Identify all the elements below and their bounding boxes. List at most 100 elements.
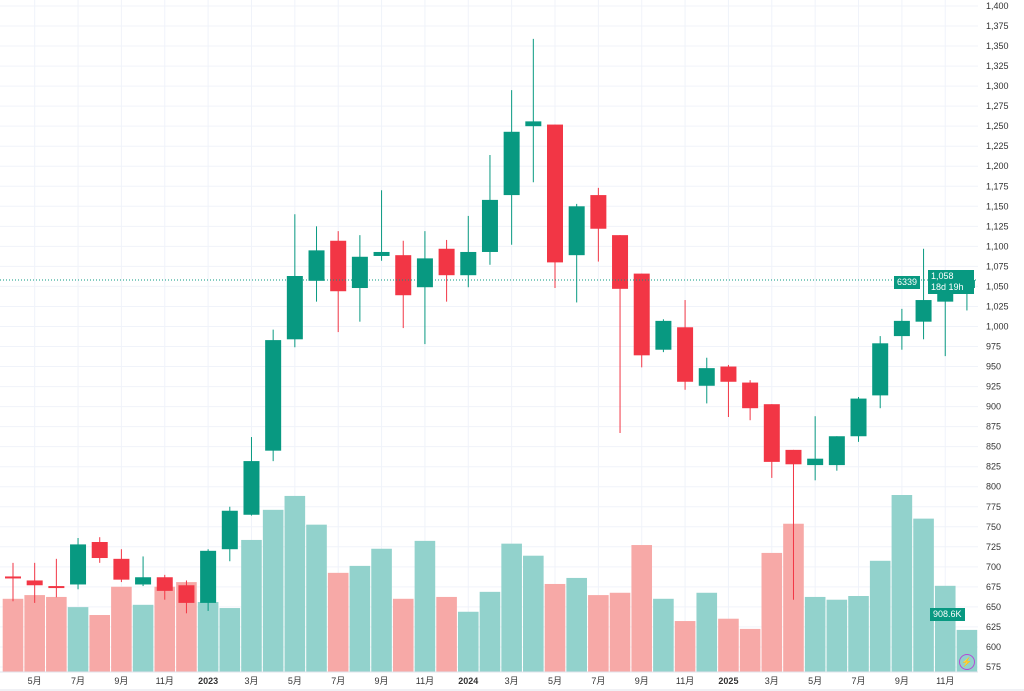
time-tick-label: 7月 (852, 676, 866, 686)
price-tick-label: 1,175 (986, 181, 1009, 191)
time-tick-label: 7月 (71, 676, 85, 686)
candles (5, 38, 975, 614)
volume-bar (132, 604, 154, 672)
candle-body (156, 577, 173, 591)
time-tick-label: 5月 (548, 676, 562, 686)
countdown: 18d 19h (931, 282, 964, 292)
volume-bar (2, 598, 24, 672)
volume-bar (609, 592, 631, 672)
candle-body (568, 206, 585, 256)
time-tick-label: 9月 (895, 676, 909, 686)
time-tick-label: 9月 (375, 676, 389, 686)
price-tick-label: 825 (986, 462, 1001, 472)
candle-body (677, 327, 694, 382)
volume-bar (349, 565, 371, 672)
time-tick-label: 7月 (331, 676, 345, 686)
price-tick-label: 850 (986, 442, 1001, 452)
candle-body (915, 300, 932, 322)
candle-body (850, 398, 867, 437)
volume-bar (327, 572, 349, 672)
candle-body (416, 258, 433, 288)
candle-body (178, 585, 195, 603)
candle-body (48, 586, 65, 589)
bar-count-badge: 6339 (894, 276, 921, 289)
price-tick-label: 800 (986, 482, 1001, 492)
price-tick-label: 725 (986, 542, 1001, 552)
volume-bar (523, 555, 544, 672)
time-tick-label: 9月 (114, 676, 128, 686)
price-tick-label: 900 (986, 402, 1001, 412)
time-tick-label: 3月 (505, 676, 519, 686)
time-axis[interactable]: 5月 7月 9月 11月 2023 3月 5月 7月 9月 11月 2024 3月 5月 7月 9月 11月 2… (28, 676, 955, 686)
volume-bar (111, 586, 132, 672)
candle-body (265, 340, 282, 451)
volume-bar (24, 595, 45, 672)
candle-body (893, 320, 910, 337)
price-tick-label: 675 (986, 582, 1001, 592)
price-tick-label: 1,125 (986, 221, 1009, 231)
candle-body (785, 449, 802, 465)
candle-body (460, 251, 477, 276)
volume-badge: 908.6K (930, 608, 965, 621)
last-price: 1,058 (931, 271, 954, 281)
candle-body (200, 550, 217, 603)
volume-bar (262, 509, 284, 672)
price-tick-label: 1,250 (986, 121, 1009, 131)
volume-bar (544, 583, 566, 672)
volume-bar (371, 548, 392, 672)
volume-bar (284, 495, 306, 672)
price-tick-label: 950 (986, 362, 1001, 372)
price-tick-label: 650 (986, 602, 1001, 612)
price-tick-label: 1,200 (986, 161, 1009, 171)
price-tick-label: 875 (986, 422, 1001, 432)
volume-bar (934, 585, 956, 672)
volume-bar (67, 607, 89, 672)
candle-body (547, 124, 563, 263)
volume-bar (631, 545, 653, 672)
volume-bar (154, 586, 176, 672)
volume-bar (501, 543, 522, 672)
price-tick-label: 1,400 (986, 1, 1009, 11)
lightning-icon[interactable]: ⚡ (959, 654, 975, 670)
price-tick-label: 700 (986, 562, 1001, 572)
candle-body (243, 461, 260, 515)
volume-bar (197, 602, 219, 672)
volume-bar (804, 596, 826, 672)
price-tick-label: 575 (986, 662, 1001, 672)
price-tick-label: 1,025 (986, 301, 1009, 311)
price-tick-label: 775 (986, 502, 1001, 512)
time-tick-label: 5月 (288, 676, 302, 686)
candle-body (612, 235, 629, 289)
time-tick-label: 3月 (765, 676, 779, 686)
candle-body (481, 199, 498, 252)
time-tick-label: 3月 (244, 676, 258, 686)
volume-bar (566, 577, 587, 672)
price-tick-label: 1,000 (986, 321, 1009, 331)
candle-body (26, 580, 43, 586)
volume-bar (241, 539, 262, 672)
time-tick-label: 7月 (591, 676, 605, 686)
candle-body (698, 368, 715, 386)
last-price-badge: 1,058 18d 19h (928, 270, 974, 294)
price-tick-label: 625 (986, 622, 1001, 632)
volume-bar (89, 615, 111, 672)
candle-body (742, 382, 759, 409)
volume-bar (588, 595, 609, 672)
candle-body (872, 343, 889, 396)
price-axis[interactable]: 575 600 625 650 675 700 725 750 775 800 825 850 875 9… (986, 1, 1009, 672)
time-tick-label: 11月 (156, 676, 174, 686)
volume-bar (219, 608, 241, 672)
candle-body (763, 404, 780, 462)
candle-body (395, 255, 412, 296)
time-tick-label: 5月 (808, 676, 822, 686)
candle-body (221, 510, 238, 550)
time-tick-label: 9月 (635, 676, 649, 686)
time-tick-label: 11月 (936, 676, 954, 686)
volume-bar (674, 621, 696, 672)
price-tick-label: 1,300 (986, 81, 1009, 91)
volume-bar (826, 599, 848, 672)
price-tick-label: 1,325 (986, 61, 1009, 71)
volume-bars (2, 495, 978, 672)
volume-bar (176, 582, 197, 672)
